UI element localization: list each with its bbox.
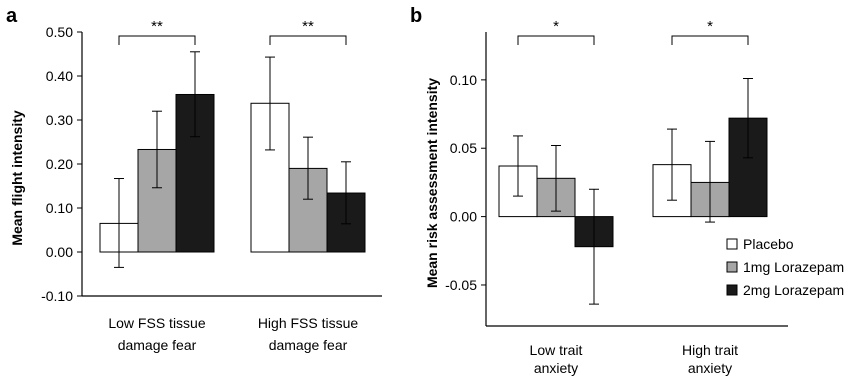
x-category-label: Low FSS tissue	[108, 315, 205, 331]
legend-swatch	[726, 261, 738, 273]
x-category-label-line2: anxiety	[534, 360, 578, 376]
x-category-label-line2: damage fear	[118, 337, 197, 353]
significance-bracket	[671, 35, 749, 45]
legend-label: 1mg Lorazepam	[743, 259, 844, 275]
y-tick-label: 0.00	[450, 209, 477, 225]
panel-a-chart: -0.10 0.00 0.10 0.20 0.30 0.40 0.50 Low FSS tis…	[41, 18, 382, 353]
panel-a-letter: a	[6, 5, 18, 27]
y-tick-label: -0.10	[41, 288, 73, 304]
y-tick-label: 0.10	[46, 200, 73, 216]
panel-a-ylabel: Mean flight intensity	[9, 110, 25, 246]
y-tick-label: 0.05	[450, 140, 477, 156]
significance-bracket	[269, 35, 347, 45]
x-category-label-line2: damage fear	[269, 337, 348, 353]
legend-swatch	[726, 284, 738, 296]
panel-b-letter: b	[410, 5, 422, 27]
significance-bracket	[517, 35, 595, 45]
legend-label: 2mg Lorazepam	[743, 282, 844, 298]
y-tick-label: 0.20	[46, 156, 73, 172]
y-tick-label: 0.30	[46, 112, 73, 128]
y-tick-label: -0.05	[445, 277, 477, 293]
y-tick-label: 0.10	[450, 72, 477, 88]
x-category-label-line2: anxiety	[688, 360, 732, 376]
x-category-label: High FSS tissue	[258, 315, 359, 331]
significance-label: **	[302, 18, 314, 35]
significance-label: **	[151, 18, 163, 35]
panel-b-ylabel: Mean risk assessment intensity	[424, 78, 440, 288]
significance-label: *	[553, 18, 559, 35]
legend-label: Placebo	[743, 236, 794, 252]
significance-bracket	[118, 35, 196, 45]
x-category-label: High trait	[682, 342, 738, 358]
y-tick-label: 0.40	[46, 68, 73, 84]
legend: Placebo 1mg Lorazepam 2mg Lorazepam	[726, 236, 844, 298]
legend-swatch	[726, 238, 738, 250]
y-tick-label: 0.00	[46, 244, 73, 260]
y-tick-label: 0.50	[46, 24, 73, 40]
x-category-label: Low trait	[530, 342, 583, 358]
significance-label: *	[707, 18, 713, 35]
panel-b-chart: -0.05 0.00 0.05 0.10 Low trait anxiety High tr…	[445, 18, 788, 376]
